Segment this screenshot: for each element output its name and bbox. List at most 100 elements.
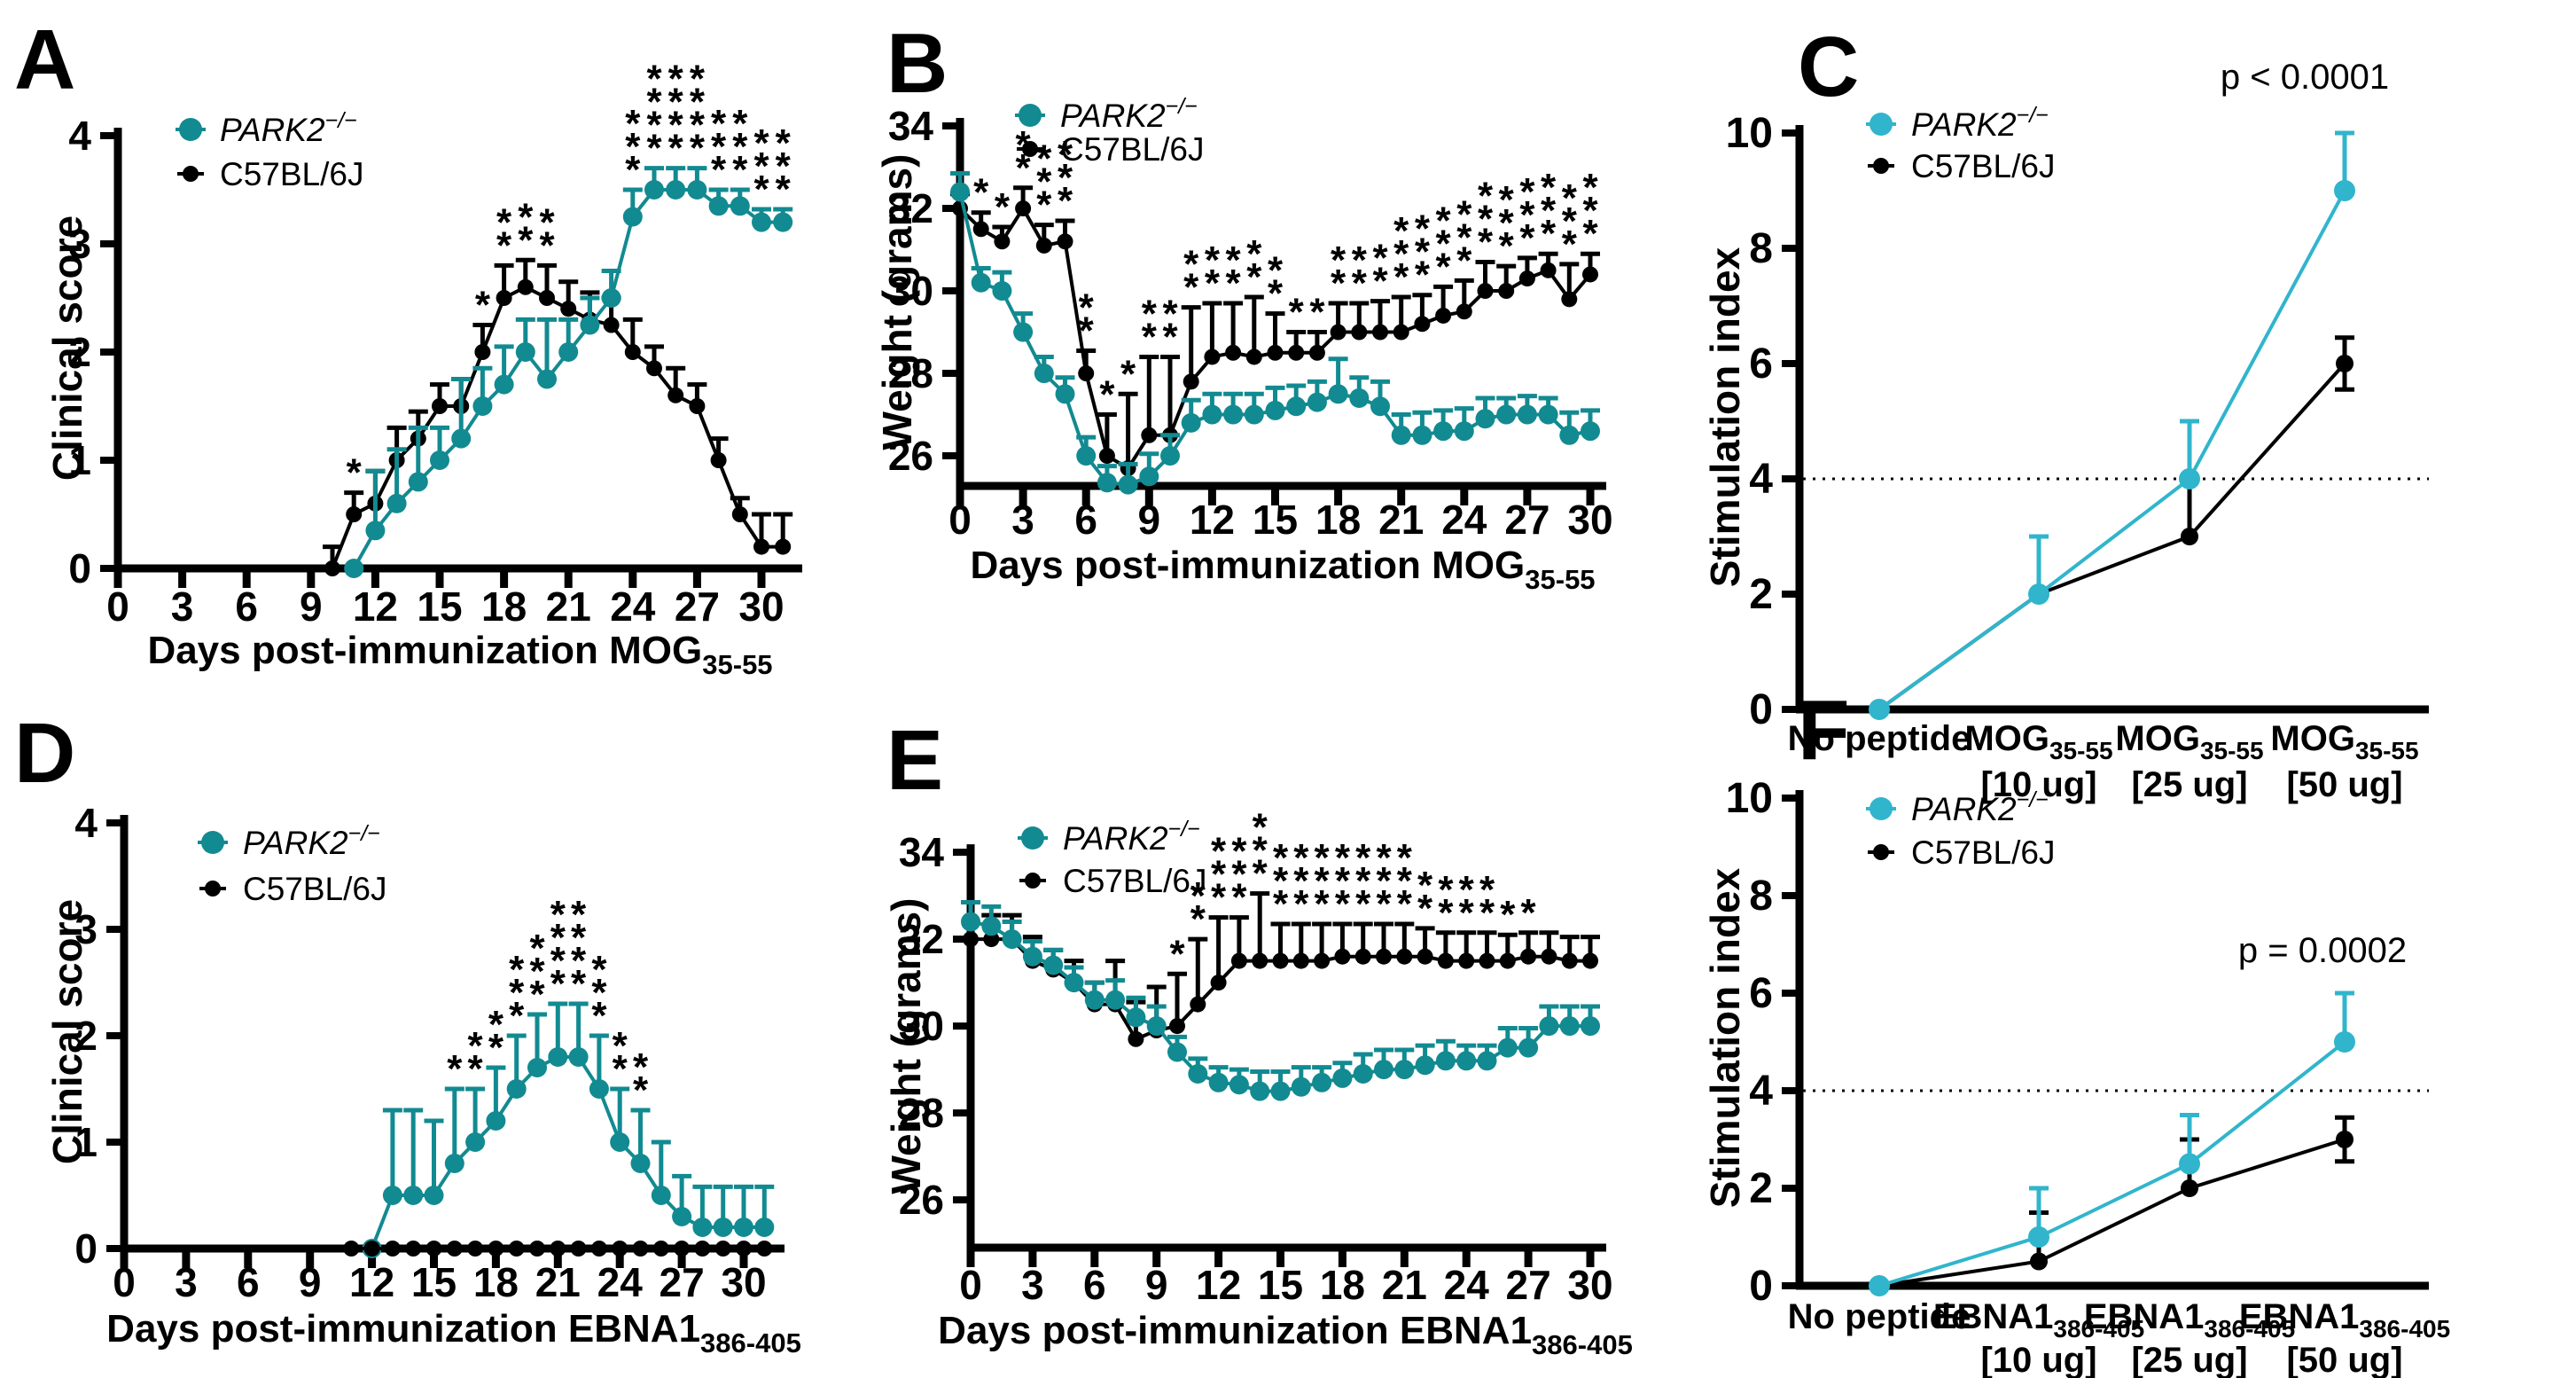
data-point-c57 xyxy=(652,1241,669,1257)
significance-star: * xyxy=(1519,170,1535,214)
data-point-park2 xyxy=(1286,396,1307,417)
legend-marker-park2 xyxy=(201,831,224,854)
data-point-park2 xyxy=(1538,404,1558,425)
p-value-label: p = 0.0002 xyxy=(2238,931,2407,970)
significance-star: * xyxy=(1521,891,1537,935)
data-point-c57 xyxy=(2336,1131,2354,1148)
significance-star: * xyxy=(1016,146,1032,190)
data-point-park2 xyxy=(1105,990,1126,1010)
data-point-c57 xyxy=(694,1241,711,1257)
x-tick-label: 6 xyxy=(1074,497,1097,543)
data-point-c57 xyxy=(1477,283,1494,300)
significance-star: * xyxy=(550,916,566,959)
data-point-park2 xyxy=(1097,473,1117,493)
data-point-c57 xyxy=(1334,948,1351,965)
x-tick-label: 15 xyxy=(411,1259,457,1305)
data-point-c57 xyxy=(2336,355,2354,372)
legend: PARK2−/− C57BL/6J xyxy=(198,821,387,907)
category-label: MOG35-55 xyxy=(2115,719,2263,764)
y-tick-label: 6 xyxy=(1749,970,1773,1017)
data-point-c57 xyxy=(2181,1179,2198,1197)
significance-star: * xyxy=(509,971,525,1014)
significance-star: * xyxy=(1315,836,1331,880)
x-tick-label: 21 xyxy=(546,583,591,630)
data-point-c57 xyxy=(517,278,534,295)
significance-star: * xyxy=(1253,829,1268,873)
data-point-c57 xyxy=(612,1241,628,1257)
significance-star: * xyxy=(1438,891,1454,935)
significance-star: * xyxy=(1372,260,1388,303)
legend-marker-park2 xyxy=(1019,104,1042,127)
category-label: MOG35-55 xyxy=(1964,719,2112,764)
significance-star: * xyxy=(625,125,641,168)
data-point-park2 xyxy=(580,315,600,335)
significance-star: * xyxy=(550,939,566,983)
y-tick-label: 34 xyxy=(899,829,945,875)
data-point-park2 xyxy=(713,1217,733,1237)
significance-star: * xyxy=(732,102,748,145)
y-tick-label: 2 xyxy=(68,329,91,375)
significance-star: * xyxy=(1211,876,1227,920)
significance-star: * xyxy=(1226,262,1242,305)
data-point-park2 xyxy=(622,207,643,227)
data-point-c57 xyxy=(496,290,512,306)
significance-star: * xyxy=(776,121,792,165)
legend-label-park2: PARK2−/− xyxy=(220,108,357,148)
data-point-park2 xyxy=(961,912,980,932)
y-tick-label: 30 xyxy=(899,1003,944,1049)
data-point-c57 xyxy=(1057,233,1073,250)
data-point-park2 xyxy=(1433,421,1454,442)
data-point-c57 xyxy=(1520,948,1537,965)
data-point-park2 xyxy=(1869,1275,1890,1296)
x-axis-title: Days post-immunization MOG35-55 xyxy=(970,544,1595,595)
significance-star: * xyxy=(646,81,662,124)
data-point-park2 xyxy=(2334,180,2355,201)
significance-star: * xyxy=(509,948,525,991)
legend-label-park2: PARK2−/− xyxy=(243,821,380,861)
significance-star: * xyxy=(1562,223,1578,266)
y-tick-label: 4 xyxy=(68,113,91,159)
data-point-c57 xyxy=(1376,948,1392,965)
data-point-c57 xyxy=(1015,200,1032,217)
data-point-c57 xyxy=(2030,1252,2048,1271)
y-axis-title: Weight (grams) xyxy=(874,154,920,450)
data-point-c57 xyxy=(603,317,620,333)
legend: PARK2−/− C57BL/6J xyxy=(1866,103,2056,184)
x-tick-label: 0 xyxy=(113,1259,136,1305)
significance-star: * xyxy=(529,950,545,993)
x-tick-label: 18 xyxy=(1320,1262,1365,1308)
significance-star: * xyxy=(571,962,587,1006)
data-point-park2 xyxy=(666,180,686,200)
significance-star: * xyxy=(1036,161,1052,204)
significance-star: * xyxy=(1183,243,1199,286)
data-point-park2 xyxy=(1496,404,1517,425)
panel-e-letter: E xyxy=(886,713,944,808)
y-tick-label: 2 xyxy=(1749,1165,1773,1212)
data-point-park2 xyxy=(472,396,493,416)
data-point-c57 xyxy=(1437,952,1454,969)
data-point-park2 xyxy=(515,342,535,362)
x-tick-label: 21 xyxy=(1378,497,1424,543)
y-axis-title: Clinical score xyxy=(44,215,90,481)
x-tick-label: 6 xyxy=(235,583,258,630)
data-point-park2 xyxy=(1412,425,1432,445)
series-park2 xyxy=(1869,990,2355,1296)
data-point-park2 xyxy=(344,559,364,578)
data-point-c57 xyxy=(667,387,684,403)
significance-star: * xyxy=(1436,199,1452,242)
data-point-c57 xyxy=(1141,427,1158,443)
significance-star: * xyxy=(496,200,512,244)
significance-star: * xyxy=(646,127,662,170)
data-point-park2 xyxy=(687,180,707,200)
significance-star: * xyxy=(1459,891,1475,935)
x-tick-label: 0 xyxy=(948,497,972,543)
data-point-c57 xyxy=(324,560,340,576)
data-point-park2 xyxy=(494,374,514,395)
significance-star: * xyxy=(1372,237,1388,280)
significance-star: * xyxy=(1162,315,1178,358)
significance-star: * xyxy=(1335,882,1351,926)
significance-star: * xyxy=(613,1024,628,1068)
significance-star: * xyxy=(488,1003,504,1046)
data-point-park2 xyxy=(1332,1068,1353,1088)
